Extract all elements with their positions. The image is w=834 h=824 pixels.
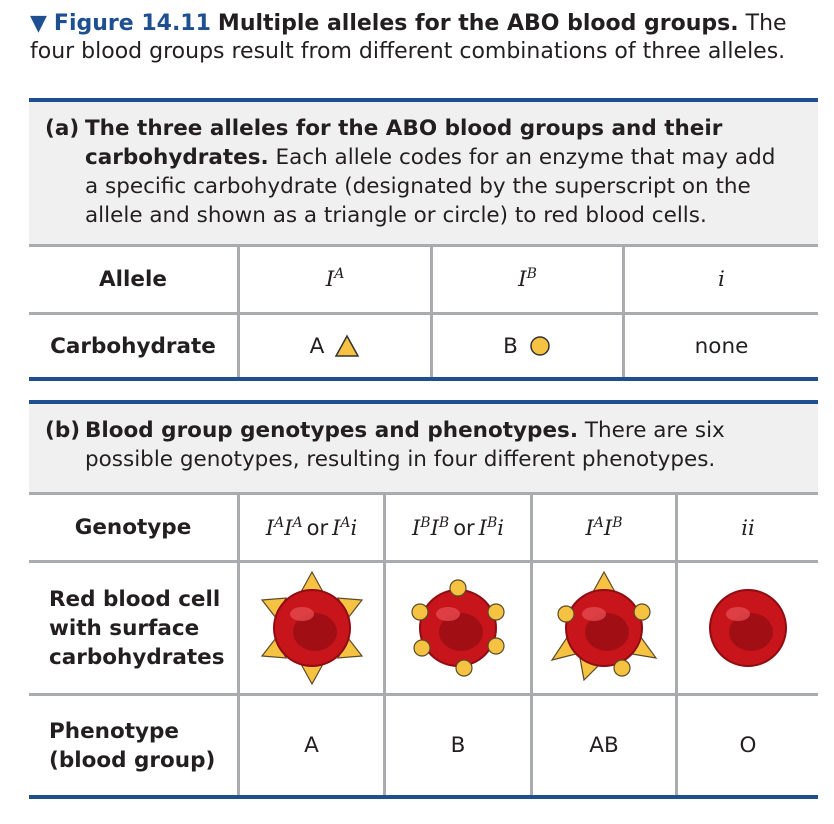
- panel-a-label: (a): [45, 116, 80, 141]
- triangle-icon: [335, 334, 360, 357]
- row-label-phenotype: Phenotype (blood group): [29, 693, 237, 795]
- figure-caption: ▼ Figure 14.11 Multiple alleles for the …: [30, 10, 830, 66]
- allele-table: Allele IA IB i Carbohydrate A B none: [29, 244, 818, 377]
- allele-cell: i: [622, 244, 818, 312]
- carbohydrate-cell: B: [430, 312, 622, 377]
- row-label-allele: Allele: [29, 244, 237, 312]
- genotype-symbol: IAIA or IAi: [265, 514, 358, 540]
- genotype-symbol: ii: [741, 515, 755, 540]
- phenotype-cell: AB: [530, 693, 675, 795]
- allele-symbol: IB: [518, 266, 537, 292]
- figure-title: Multiple alleles for the ABO blood group…: [217, 11, 739, 36]
- carbohydrate-cell: A: [237, 312, 430, 377]
- panel-b-text: There are six possible genotypes, result…: [85, 418, 725, 472]
- rbc-cell: [675, 560, 818, 693]
- row-label-red-blood-cell: Red blood cell with surface carbohydrate…: [29, 560, 237, 693]
- panel-b-heading: Blood group genotypes and phenotypes.: [85, 418, 578, 443]
- panel-b-label: (b): [45, 418, 81, 443]
- allele-symbol: IA: [325, 266, 345, 292]
- panel-a: (a) The three alleles for the ABO blood …: [29, 98, 818, 381]
- red-blood-cell-a-icon: [260, 570, 363, 686]
- panel-a-text: Each allele codes for an enzyme that may…: [85, 145, 776, 228]
- row-label-genotype: Genotype: [29, 492, 237, 560]
- circle-icon: [530, 336, 550, 356]
- allele-cell: IA: [237, 244, 430, 312]
- allele-cell: IB: [430, 244, 622, 312]
- panel-a-heading: The three alleles for the ABO blood grou…: [85, 116, 723, 170]
- genotype-cell: IBIB or IBi: [383, 492, 530, 560]
- panel-b: (b) Blood group genotypes and phenotypes…: [29, 400, 818, 799]
- carbohydrate-cell: none: [622, 312, 818, 377]
- carbohydrate-name: A: [309, 333, 325, 359]
- rbc-cell: [383, 560, 530, 693]
- caption-marker: ▼: [30, 11, 47, 36]
- red-blood-cell-ab-icon: [550, 570, 658, 682]
- phenotype-cell: A: [237, 693, 383, 795]
- genotype-cell: ii: [675, 492, 818, 560]
- genotype-table: Genotype IAIA or IAi IBIB or IBi IAIB ii Red…: [29, 492, 818, 795]
- phenotype-cell: B: [383, 693, 530, 795]
- red-blood-cell-o-icon: [709, 589, 787, 667]
- figure-caption-text: The four blood groups result from differ…: [30, 11, 787, 64]
- genotype-symbol: IAIB: [585, 514, 623, 540]
- carbohydrate-name: B: [503, 333, 518, 359]
- allele-symbol: i: [718, 267, 725, 292]
- red-blood-cell-b-icon: [411, 579, 505, 677]
- genotype-symbol: IBIB or IBi: [412, 514, 504, 540]
- figure-number: Figure 14.11: [53, 11, 211, 36]
- genotype-cell: IAIB: [530, 492, 675, 560]
- carbohydrate-name: none: [694, 333, 749, 359]
- genotype-cell: IAIA or IAi: [237, 492, 383, 560]
- rbc-cell: [237, 560, 383, 693]
- rbc-cell: [530, 560, 675, 693]
- row-label-carbohydrate: Carbohydrate: [29, 312, 237, 377]
- phenotype-cell: O: [675, 693, 818, 795]
